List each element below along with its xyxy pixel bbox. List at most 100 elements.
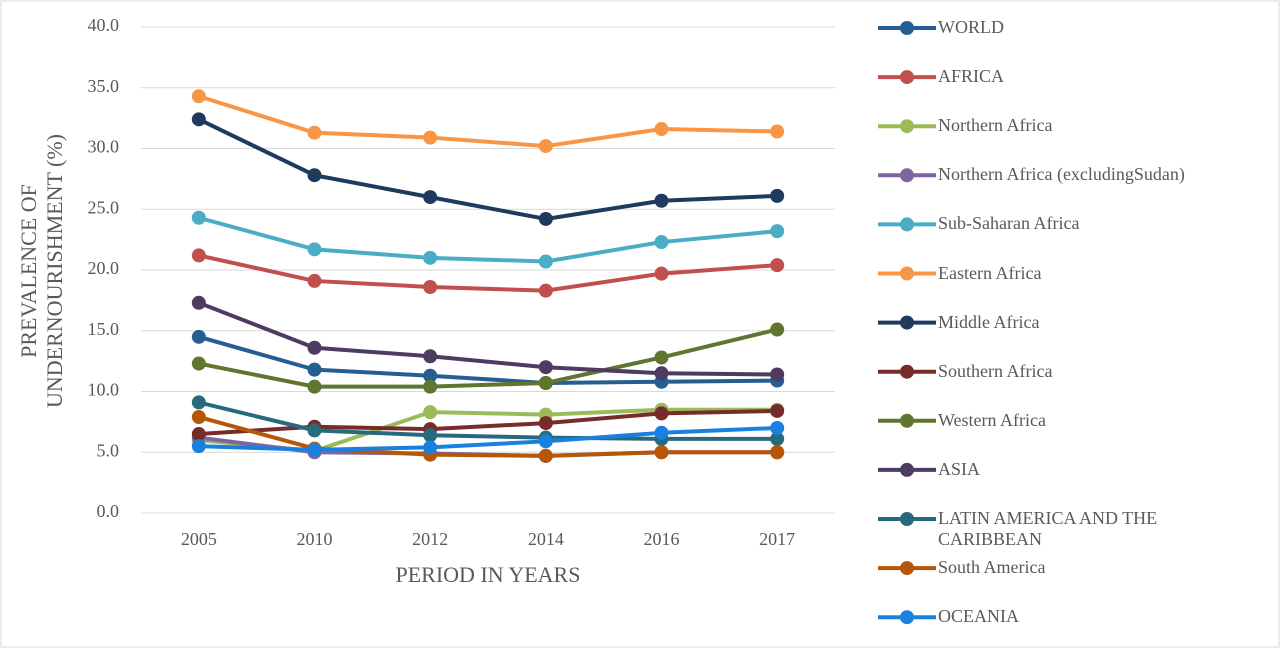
point — [538, 211, 553, 226]
series-line — [198, 327, 778, 389]
legend-label: Northern Africa — [938, 115, 1053, 136]
legend-marker — [900, 413, 914, 428]
legend-label: LATIN AMERICA AND THE CARIBBEAN — [938, 508, 1158, 549]
x-tick-label: 2014 — [528, 529, 564, 549]
point — [770, 322, 785, 337]
point — [538, 416, 553, 431]
point — [307, 125, 322, 140]
point — [770, 188, 785, 203]
point — [423, 250, 438, 265]
legend-marker — [900, 512, 914, 526]
series-line — [197, 117, 778, 221]
series-line — [198, 94, 778, 149]
point — [191, 89, 206, 104]
series-line — [198, 300, 778, 377]
legend-marker — [900, 364, 914, 379]
legend-marker — [900, 462, 914, 477]
point — [423, 428, 438, 443]
point — [423, 440, 438, 455]
point — [423, 379, 438, 394]
legend-label: WORLD — [938, 17, 1004, 37]
point — [423, 368, 438, 383]
point — [538, 139, 553, 154]
y-tick-label: 10.0 — [88, 380, 120, 400]
point — [538, 375, 553, 390]
legend-marker — [900, 610, 914, 625]
point — [654, 425, 669, 440]
point — [307, 273, 322, 288]
point — [307, 379, 322, 394]
y-tick-label: 25.0 — [88, 197, 120, 217]
point — [770, 445, 785, 460]
legend-label: Northern Africa (excludingSudan) — [938, 164, 1185, 185]
legend-label: AFRICA — [938, 66, 1005, 87]
legend-marker — [900, 315, 914, 330]
legend-label: Middle Africa — [938, 311, 1040, 332]
legend-marker — [900, 266, 914, 281]
y-tick-label: 5.0 — [97, 440, 120, 460]
point — [191, 112, 206, 127]
point — [423, 349, 438, 364]
y-tick-label: 0.0 — [97, 501, 120, 521]
legend-label: Eastern Africa — [938, 262, 1042, 283]
point — [770, 431, 785, 446]
point — [423, 405, 438, 420]
point — [654, 235, 669, 250]
point — [191, 439, 206, 454]
point — [538, 254, 553, 269]
x-tick-label: 2010 — [297, 529, 333, 549]
point — [307, 423, 322, 438]
legend-label: South America — [938, 557, 1046, 578]
point — [770, 224, 785, 239]
point — [538, 434, 553, 449]
legend-marker — [900, 561, 914, 576]
legend-marker — [900, 217, 914, 232]
legend-marker — [900, 168, 914, 183]
point — [538, 360, 553, 375]
series-line — [198, 415, 778, 458]
series-line — [198, 400, 778, 441]
x-tick-label: 2012 — [412, 529, 448, 549]
y-tick-label: 30.0 — [88, 137, 120, 157]
point — [654, 350, 669, 365]
legend-marker — [900, 70, 914, 85]
point — [191, 248, 206, 263]
point — [654, 445, 669, 460]
series-line — [198, 334, 778, 385]
point — [654, 406, 669, 421]
x-tick-label: 2017 — [759, 529, 795, 549]
point — [191, 329, 206, 344]
point — [307, 242, 322, 257]
point — [423, 280, 438, 295]
series-line — [198, 425, 778, 452]
point — [654, 266, 669, 281]
y-tick-label: 40.0 — [88, 15, 120, 35]
point — [191, 210, 206, 225]
point — [654, 122, 669, 137]
point — [191, 295, 206, 310]
legend-label: Southern Africa — [938, 360, 1053, 381]
point — [423, 190, 438, 205]
point — [770, 403, 785, 418]
series-line — [198, 215, 778, 264]
legend-label: OCEANIA — [938, 606, 1019, 627]
point — [191, 395, 206, 410]
legend-marker — [900, 119, 914, 134]
y-tick-label: 15.0 — [88, 319, 120, 339]
legend-label: ASIA — [938, 458, 981, 479]
x-axis-title: PERIOD IN YEARS — [396, 562, 581, 587]
point — [654, 366, 669, 381]
series-line — [198, 408, 778, 437]
series-line — [198, 253, 778, 293]
x-tick-label: 2005 — [181, 529, 217, 549]
point — [654, 193, 669, 208]
point — [307, 442, 322, 457]
point — [770, 124, 785, 139]
point — [770, 420, 785, 435]
point — [423, 130, 438, 145]
y-tick-label: 35.0 — [88, 76, 120, 96]
x-tick-label: 2016 — [644, 529, 680, 549]
